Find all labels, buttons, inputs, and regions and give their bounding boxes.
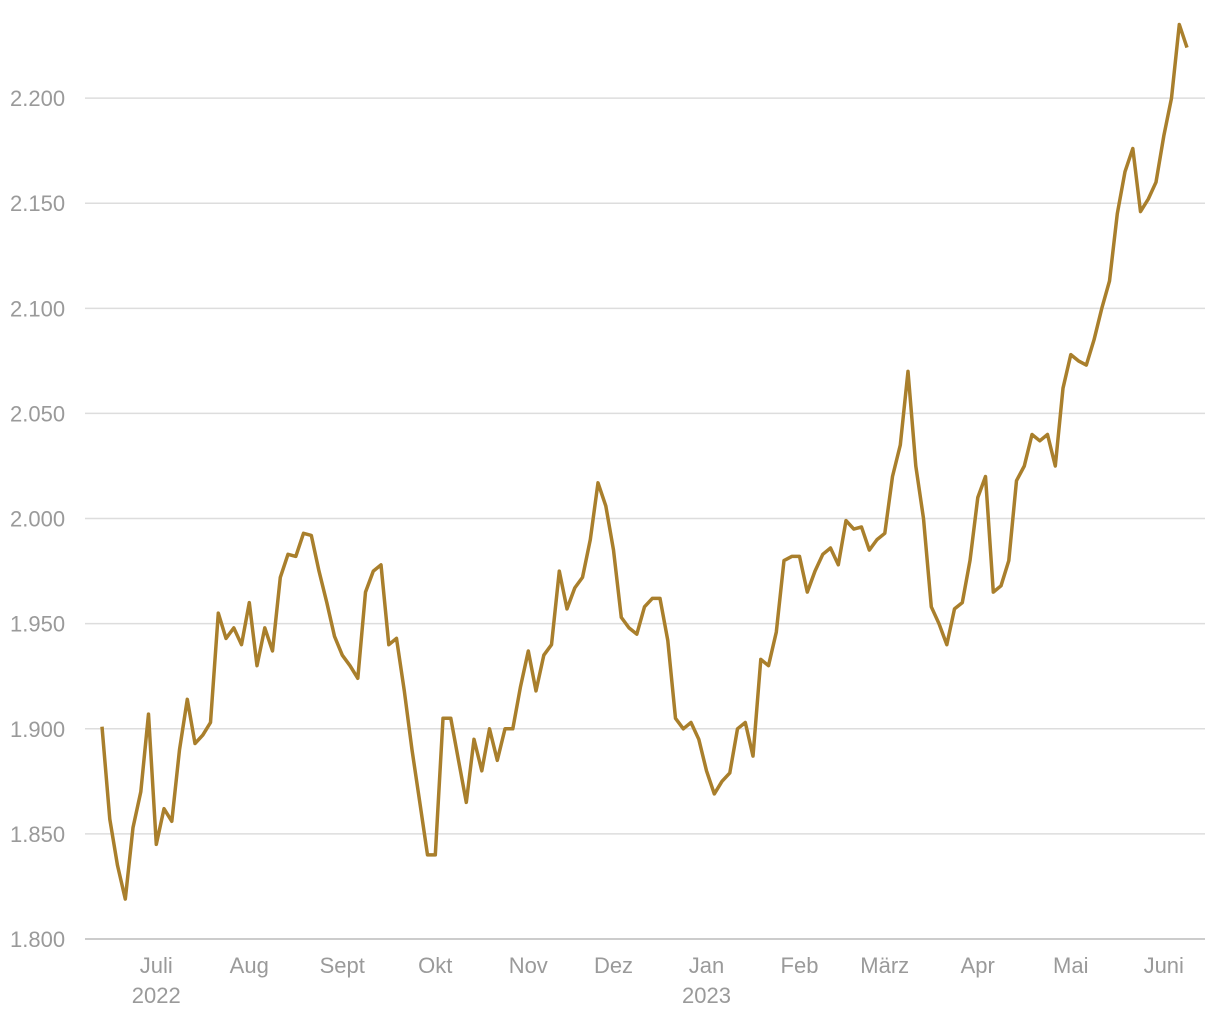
x-tick-label: Aug [230, 953, 269, 978]
x-tick-label: Apr [961, 953, 995, 978]
x-tick-label: März [860, 953, 909, 978]
x-tick-label: Jan 2023 [682, 953, 731, 1008]
x-tick-label: Okt [418, 953, 452, 978]
price-line [100, 22, 1189, 901]
y-tick-label: 2.100 [10, 296, 65, 321]
x-tick-label: Mai [1053, 953, 1088, 978]
y-tick-label: 2.050 [10, 401, 65, 426]
x-tick-label: Juli 2022 [132, 953, 181, 1008]
y-tick-label: 1.950 [10, 612, 65, 637]
y-tick-label: 1.900 [10, 717, 65, 742]
x-tick-label: Dez [594, 953, 633, 978]
y-tick-label: 1.800 [10, 927, 65, 952]
y-tick-label: 2.150 [10, 191, 65, 216]
y-tick-label: 2.000 [10, 507, 65, 532]
y-tick-label: 1.850 [10, 822, 65, 847]
x-tick-label: Feb [781, 953, 819, 978]
x-tick-label: Nov [509, 953, 548, 978]
x-tick-label: Sept [320, 953, 365, 978]
x-tick-label: Juni [1144, 953, 1184, 978]
y-tick-label: 2.200 [10, 86, 65, 111]
